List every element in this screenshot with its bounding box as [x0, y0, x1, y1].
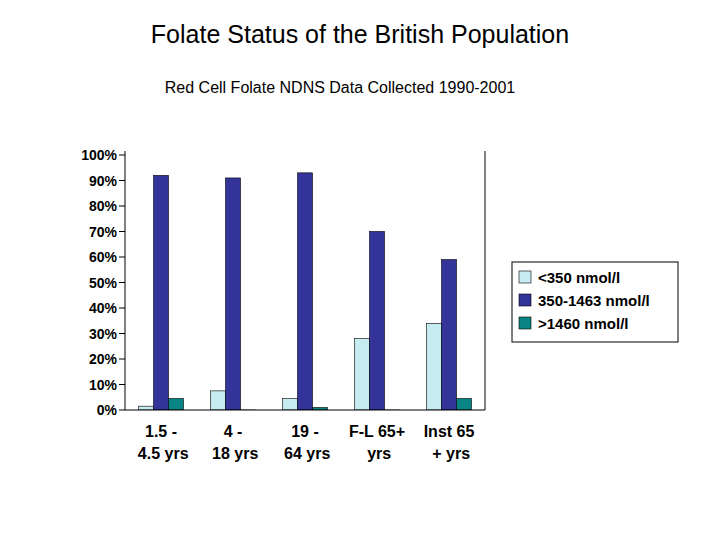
y-tick-label: 90%: [89, 173, 118, 189]
y-tick: [119, 359, 125, 360]
bar: [355, 339, 370, 410]
label-line: 19 -: [291, 423, 319, 440]
legend-label: <350 nmol/l: [538, 269, 620, 286]
y-tick-label: 30%: [89, 326, 118, 342]
y-tick: [119, 282, 125, 283]
plot-frame-right: [485, 151, 486, 410]
bar: [457, 399, 472, 410]
y-tick: [119, 333, 125, 334]
y-tick: [119, 410, 125, 411]
y-tick-label: 100%: [81, 147, 117, 163]
legend-swatch: [519, 271, 531, 283]
bar: [427, 323, 442, 410]
legend-swatch: [519, 294, 531, 306]
y-tick: [119, 257, 125, 258]
bar: [442, 260, 457, 410]
label-line: + yrs: [428, 445, 470, 462]
x-axis: [125, 410, 485, 411]
subtitle: Red Cell Folate NDNS Data Collected 1990…: [165, 79, 516, 96]
label-line: yrs: [363, 445, 392, 462]
y-tick-label: 80%: [89, 198, 118, 214]
x-tick-label: 19 - 64 yrs: [280, 423, 331, 462]
bar: [154, 175, 169, 410]
bar: [169, 399, 184, 410]
y-tick-label: 50%: [89, 275, 118, 291]
legend-label: >1460 nmol/l: [538, 315, 628, 332]
legend-swatch: [519, 317, 531, 329]
y-tick-label: 0%: [97, 402, 118, 418]
chart: Folate Status of the British Population R…: [0, 0, 720, 540]
x-tick-label: F-L 65+ yrs: [349, 423, 405, 462]
label-line: F-L 65+: [349, 423, 405, 440]
bar: [226, 178, 241, 410]
y-tick: [119, 384, 125, 385]
label-line: 18 yrs: [208, 445, 259, 462]
label-line: 1.5 -: [145, 423, 177, 440]
y-tick-label: 10%: [89, 377, 118, 393]
y-tick-label: 40%: [89, 300, 118, 316]
y-axis: [125, 151, 126, 410]
y-tick: [119, 155, 125, 156]
bar: [370, 232, 385, 411]
label-line: Inst 65: [424, 423, 475, 440]
x-tick-label: 4 - 18 yrs: [208, 423, 259, 462]
label-line: 4.5 yrs: [133, 445, 188, 462]
y-tick: [119, 231, 125, 232]
y-tick-label: 60%: [89, 249, 118, 265]
bar: [211, 391, 226, 410]
legend-label: 350-1463 nmol/l: [538, 292, 650, 309]
title: Folate Status of the British Population: [151, 20, 569, 48]
y-tick-label: 20%: [89, 351, 118, 367]
bar: [139, 406, 154, 410]
x-tick-label: 1.5 - 4.5 yrs: [133, 423, 188, 462]
bar: [283, 399, 298, 410]
label-line: 4 -: [224, 423, 243, 440]
y-tick: [119, 308, 125, 309]
y-tick-label: 70%: [89, 224, 118, 240]
x-tick-label: Inst 65 + yrs: [424, 423, 475, 462]
bar: [298, 173, 313, 410]
y-tick: [119, 206, 125, 207]
bars: [139, 173, 472, 410]
legend-box: [512, 262, 678, 342]
label-line: 64 yrs: [280, 445, 331, 462]
y-tick: [119, 180, 125, 181]
